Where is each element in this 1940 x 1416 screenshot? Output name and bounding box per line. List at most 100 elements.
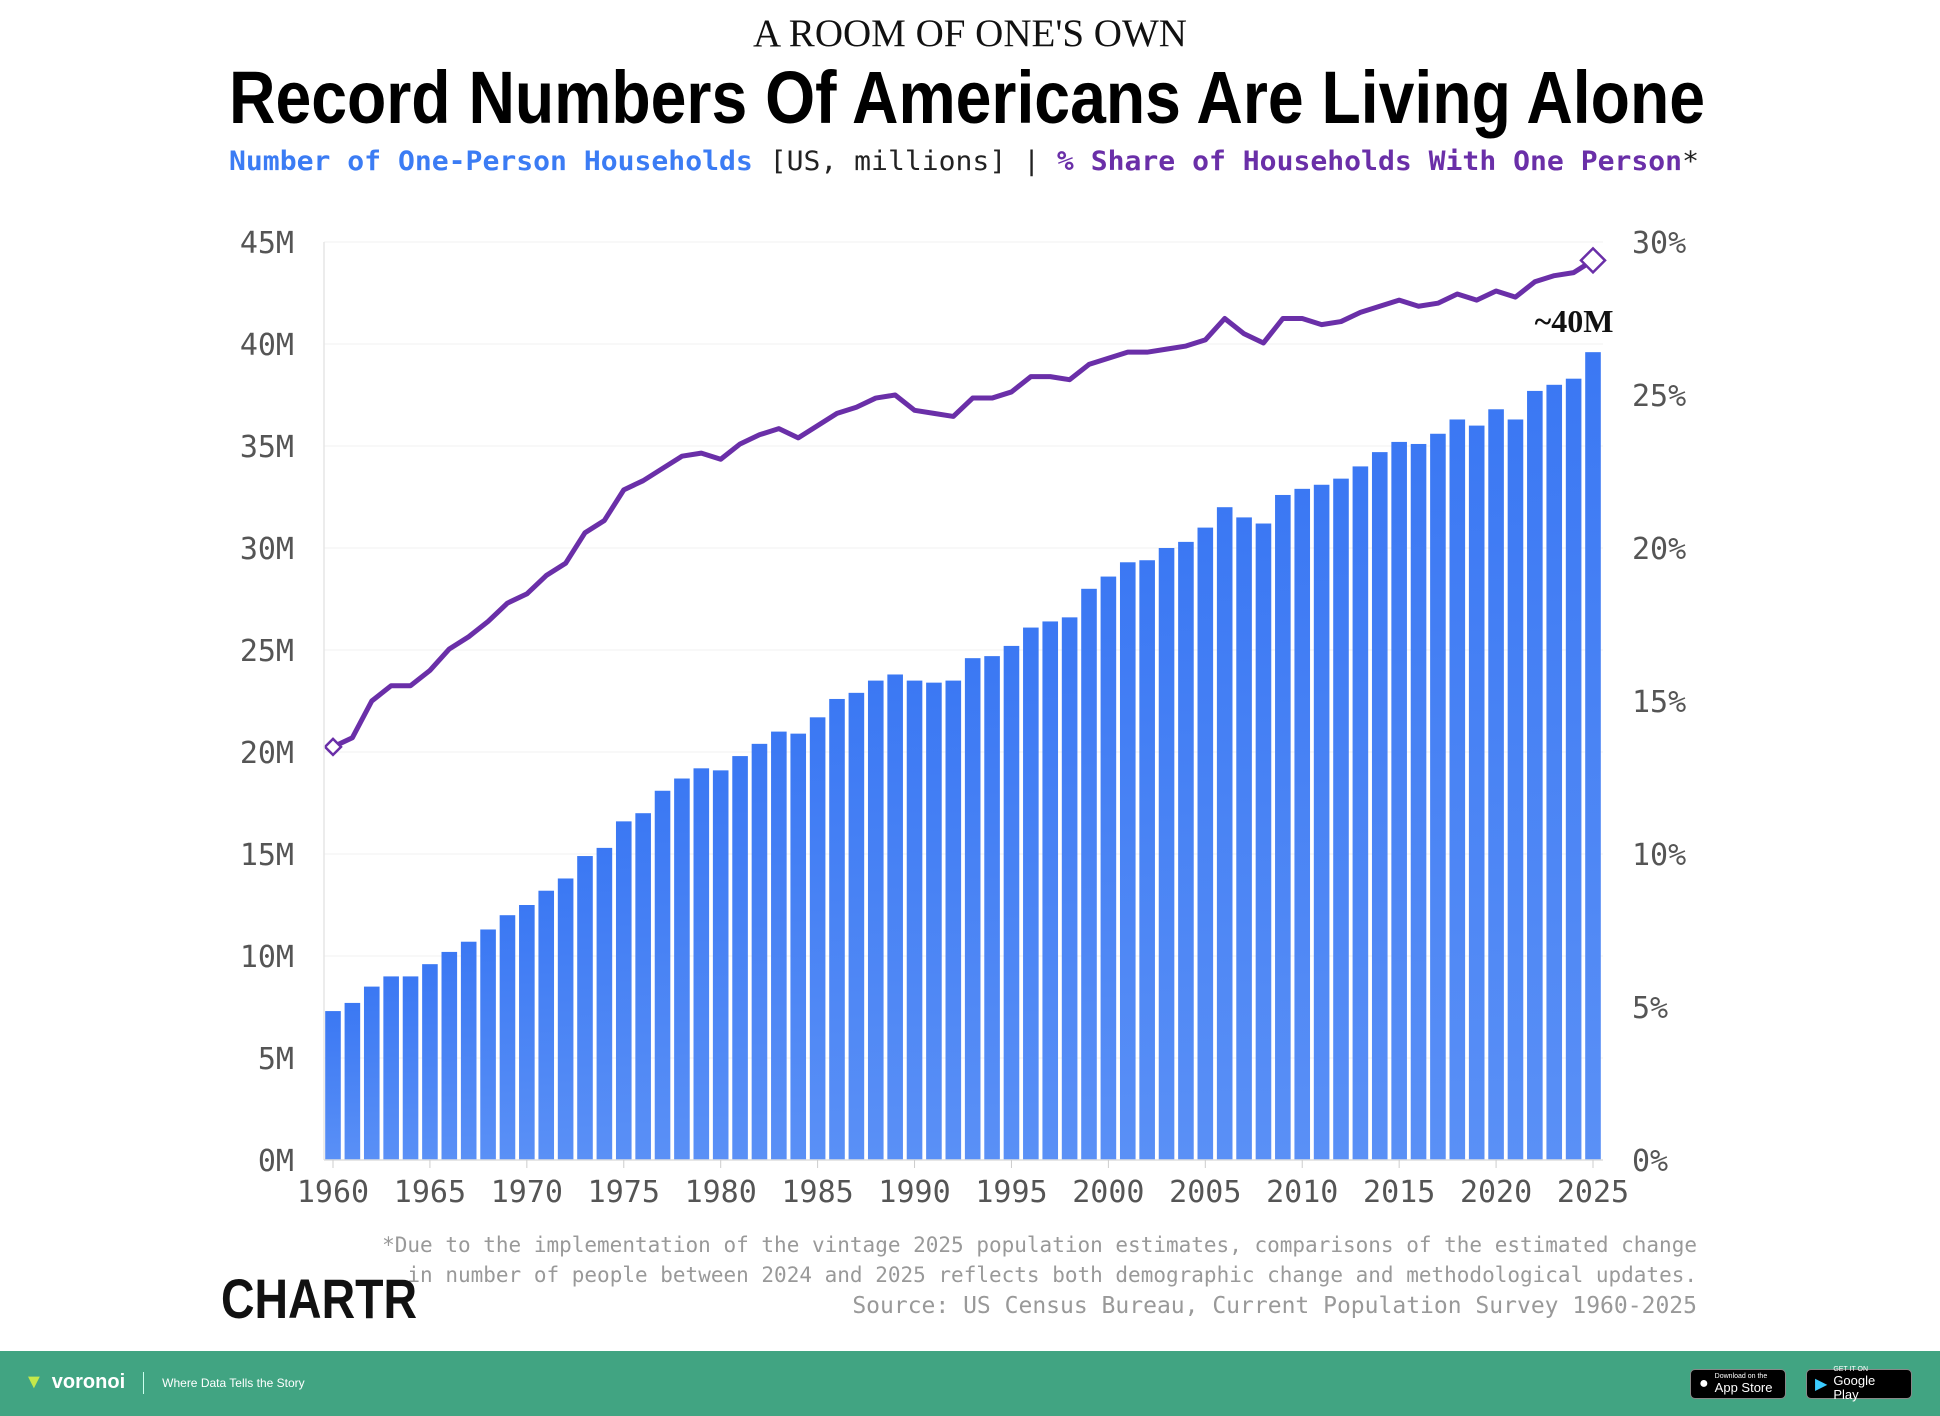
bar-1985	[809, 717, 826, 1160]
x-tick-label: 2005	[1169, 1175, 1241, 1210]
google-play-button[interactable]: ▶ GET IT ON Google Play	[1806, 1366, 1912, 1402]
line-point-1983	[776, 426, 781, 431]
bar-2003	[1158, 548, 1175, 1160]
axes: 0M 5M 10M 15M 20M 25M 30M 35M 40M 45M 0% 5% 10% 15% 20…	[240, 226, 1686, 1210]
y-right-tick-label: 30%	[1632, 226, 1686, 261]
bar-1970	[519, 905, 535, 1160]
line-point-2000	[1106, 356, 1111, 361]
bar-1989	[887, 674, 903, 1160]
bar-1967	[460, 941, 477, 1160]
appstore-small: Download on the	[1714, 1373, 1768, 1380]
line-point-2008	[1261, 340, 1266, 345]
line-point-2022	[1532, 279, 1537, 284]
y-left-tick-label: 35M	[240, 430, 294, 465]
bar-1991	[926, 682, 942, 1160]
bar-2021	[1507, 419, 1524, 1161]
line-point-1999	[1087, 362, 1091, 367]
line-point-1994	[990, 396, 995, 401]
y-right-tick-label: 10%	[1632, 838, 1686, 873]
share-line-path	[331, 258, 1595, 750]
bar-2024	[1565, 378, 1582, 1160]
line-point-1966	[447, 646, 452, 651]
bar-1978	[674, 778, 690, 1160]
line-point-1991	[931, 411, 936, 416]
x-tick-label: 2015	[1363, 1175, 1435, 1210]
bar-1980	[712, 770, 729, 1160]
y-left-tick-label: 30M	[240, 532, 294, 567]
share-line	[323, 246, 1607, 757]
line-point-2013	[1358, 310, 1363, 315]
line-point-1989	[893, 393, 898, 397]
voronoi-logo-icon: ▼	[24, 1371, 44, 1393]
bar-1983	[771, 731, 787, 1160]
bar-2015	[1391, 441, 1407, 1160]
bar-1993	[964, 658, 981, 1160]
bar-1961	[344, 1002, 361, 1160]
bar-1966	[441, 951, 458, 1160]
bar-2000	[1100, 576, 1117, 1160]
line-point-2012	[1339, 319, 1343, 324]
bar-1997	[1042, 621, 1059, 1160]
y-left-tick-label: 10M	[240, 940, 294, 975]
line-point-1998	[1067, 377, 1072, 382]
play-icon: ▶	[1815, 1376, 1828, 1393]
x-tick-label: 1970	[491, 1175, 563, 1210]
x-tick-label: 2025	[1557, 1175, 1629, 1210]
chart-subtitle: Number of One-Person Households [US, mil…	[229, 146, 1699, 177]
bar-2005	[1197, 527, 1214, 1160]
line-point-1997	[1048, 374, 1053, 379]
chart-title: Record Numbers Of Americans Are Living A…	[229, 56, 1705, 139]
bar-1990	[906, 680, 923, 1160]
x-tick-label: 2020	[1460, 1175, 1532, 1210]
line-point-1961	[350, 735, 355, 740]
line-point-1972	[563, 561, 568, 566]
line-point-1996	[1028, 374, 1033, 379]
bar-2022	[1527, 390, 1543, 1160]
bars	[325, 352, 1601, 1161]
bar-1974	[596, 847, 613, 1160]
line-point-1979	[699, 451, 704, 456]
bar-1998	[1061, 617, 1078, 1160]
line-point-1984	[796, 435, 801, 440]
bar-1964	[402, 976, 419, 1160]
line-point-1978	[679, 454, 684, 459]
bar-2013	[1352, 466, 1369, 1160]
y-left-tick-label: 0M	[258, 1144, 294, 1179]
y-right-tick-label: 0%	[1632, 1144, 1668, 1179]
bar-1979	[693, 768, 710, 1160]
y-right-tick-label: 5%	[1632, 991, 1668, 1026]
bar-1963	[383, 976, 399, 1160]
bar-2001	[1119, 562, 1136, 1160]
endpoint-diamond-marker	[323, 737, 343, 757]
bar-1981	[732, 756, 748, 1160]
bar-2010	[1294, 488, 1311, 1161]
bar-1969	[499, 915, 516, 1160]
bar-2012	[1333, 478, 1349, 1160]
line-point-1990	[912, 408, 917, 413]
line-point-1993	[970, 396, 975, 401]
line-point-2002	[1145, 350, 1150, 355]
app-store-button[interactable]: ● Download on the App Store	[1690, 1369, 1786, 1399]
line-point-1973	[583, 530, 587, 535]
bar-2017	[1430, 433, 1446, 1160]
line-point-2001	[1125, 350, 1130, 355]
apple-icon: ●	[1699, 1375, 1709, 1392]
line-point-1986	[835, 411, 839, 416]
bar-1992	[945, 680, 962, 1160]
x-tick-label: 1965	[394, 1175, 466, 1210]
voronoi-brand[interactable]: ▼ voronoi Where Data Tells the Story	[24, 1371, 305, 1394]
line-point-2004	[1183, 344, 1188, 349]
bar-2002	[1139, 560, 1155, 1160]
line-point-1967	[466, 634, 471, 639]
bar-2016	[1410, 443, 1427, 1161]
line-point-2024	[1571, 270, 1576, 275]
line-point-1988	[873, 396, 878, 401]
gridlines	[324, 241, 1603, 1161]
bar-2025	[1585, 352, 1601, 1160]
bar-2018	[1449, 419, 1466, 1161]
line-point-1974	[602, 518, 607, 523]
y-left-tick-label: 20M	[240, 736, 294, 771]
line-point-2023	[1552, 273, 1557, 278]
bar-1984	[790, 733, 807, 1160]
bar-1973	[577, 856, 593, 1160]
